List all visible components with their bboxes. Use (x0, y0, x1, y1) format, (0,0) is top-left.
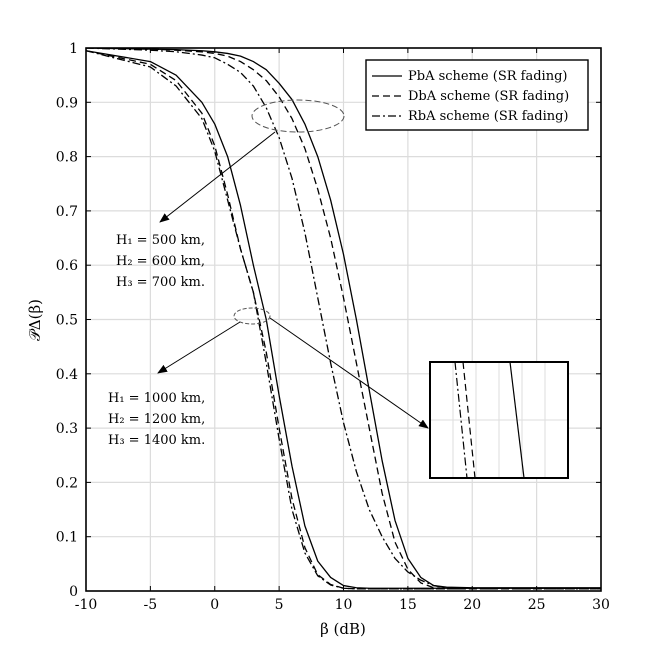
y-tick-label: 0.1 (56, 530, 78, 546)
x-tick-label: 15 (399, 597, 417, 613)
ellipse-group-1000km (233, 307, 271, 325)
x-tick-label: 10 (335, 597, 353, 613)
x-tick-label: 5 (275, 597, 284, 613)
legend-label-pba: PbA scheme (SR fading) (408, 69, 567, 84)
arrow-group-1000km (157, 321, 241, 374)
y-tick-label: 0 (69, 584, 78, 600)
legend-label-dba: DbA scheme (SR fading) (408, 89, 569, 104)
legend-label-rba: RbA scheme (SR fading) (408, 109, 569, 124)
inset-curve-dba (462, 362, 476, 478)
data-series (86, 48, 601, 590)
arrow-to-inset (269, 317, 429, 429)
annotation-h2-1200: H₂ = 1200 km, (108, 412, 205, 427)
annotation-h3-1400: H₃ = 1400 km. (108, 433, 205, 448)
y-tick-label: 0.7 (56, 204, 78, 220)
series-line-1 (86, 48, 601, 589)
x-tick-label: 0 (210, 597, 219, 613)
annotation-h3-700: H₃ = 700 km. (116, 275, 205, 290)
y-tick-label: 0.2 (56, 475, 78, 491)
inset-curve-pba (509, 362, 525, 478)
series-line-4 (86, 50, 601, 590)
y-tick-label: 0.6 (56, 258, 78, 274)
y-tick-label: 0.5 (56, 313, 78, 329)
annotation-h1-500: H₁ = 500 km, (116, 233, 205, 248)
zoom-inset (429, 361, 569, 479)
y-tick-label: 1 (69, 41, 78, 57)
tick-labels: -10 -5 0 5 10 15 20 25 30 0 0.1 0.2 0.3 0.4 0.5 0.6 0.7 0… (56, 41, 610, 613)
series-line-0 (86, 48, 601, 589)
inset-curve-rba (454, 362, 468, 478)
inset-frame (429, 361, 569, 479)
x-tick-label: 20 (463, 597, 481, 613)
plot-frame (85, 47, 602, 592)
annotation-h2-600: H₂ = 600 km, (116, 254, 205, 269)
annotation-h1-1000: H₁ = 1000 km, (108, 391, 205, 406)
y-tick-label: 0.4 (56, 367, 78, 383)
arrow-group-500km (159, 131, 276, 223)
legend-box (365, 59, 589, 131)
x-axis-label: β (dB) (320, 620, 366, 638)
x-tick-label: -10 (75, 597, 98, 613)
legend: PbA scheme (SR fading) DbA scheme (SR fa… (365, 59, 589, 131)
ellipse-group-500km (251, 99, 345, 133)
y-tick-label: 0.9 (56, 95, 78, 111)
x-tick-label: 30 (592, 597, 610, 613)
x-tick-label: -5 (144, 597, 158, 613)
y-tick-label: 0.8 (56, 150, 78, 166)
y-axis-label: 𝒫Δ(β) (26, 299, 44, 341)
series-line-2 (86, 48, 601, 589)
series-line-5 (86, 50, 601, 590)
x-tick-label: 25 (528, 597, 546, 613)
y-tick-label: 0.3 (56, 421, 78, 437)
